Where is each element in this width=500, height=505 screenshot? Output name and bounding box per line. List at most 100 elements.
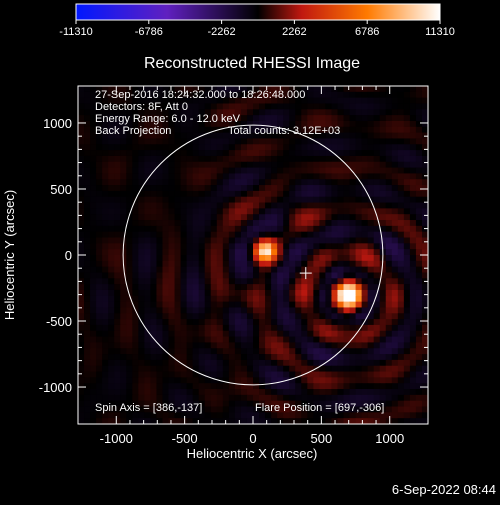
heatmap-cell xyxy=(325,126,333,134)
heatmap-cell xyxy=(253,336,260,344)
heatmap-cell xyxy=(343,196,351,204)
heatmap-cell xyxy=(240,86,248,93)
heatmap-cell xyxy=(289,400,296,408)
heatmap-cell xyxy=(367,126,375,134)
heatmap-cell xyxy=(96,243,103,250)
heatmap-cell xyxy=(156,284,164,291)
heatmap-cell xyxy=(84,150,91,157)
heatmap-cell xyxy=(240,260,248,268)
heatmap-cell xyxy=(180,208,188,215)
heatmap-cell xyxy=(283,342,290,349)
heatmap-cell xyxy=(319,359,327,367)
heatmap-cell xyxy=(240,249,248,256)
heatmap-cell xyxy=(325,161,333,169)
heatmap-cell xyxy=(150,185,158,192)
heatmap-cell xyxy=(84,126,91,134)
heatmap-cell xyxy=(132,342,139,349)
heatmap-cell xyxy=(114,225,121,233)
heatmap-cell xyxy=(349,190,357,198)
heatmap-cell xyxy=(108,272,115,279)
heatmap-cell xyxy=(168,179,176,186)
heatmap-cell xyxy=(325,313,333,320)
heatmap-cell xyxy=(367,231,375,239)
heatmap-cell xyxy=(271,389,278,396)
heatmap-cell xyxy=(349,365,357,373)
heatmap-cell xyxy=(222,208,230,215)
heatmap-cell xyxy=(289,394,296,402)
heatmap-cell xyxy=(96,354,103,361)
heatmap-cell xyxy=(156,365,164,373)
heatmap-cell xyxy=(78,389,85,396)
heatmap-cell xyxy=(186,173,194,180)
heatmap-cell xyxy=(216,202,224,209)
heatmap-cell xyxy=(222,132,230,140)
heatmap-cell xyxy=(343,126,351,134)
heatmap-cell xyxy=(228,284,236,291)
heatmap-cell xyxy=(150,132,158,140)
heatmap-cell xyxy=(90,190,97,198)
heatmap-cell xyxy=(114,289,121,297)
heatmap-cell xyxy=(403,295,411,303)
heatmap-cell xyxy=(150,173,158,180)
heatmap-cell xyxy=(283,155,290,163)
heatmap-cell xyxy=(367,371,375,378)
heatmap-cell xyxy=(349,255,357,262)
heatmap-cell xyxy=(84,132,91,140)
heatmap-cell xyxy=(253,418,260,424)
heatmap-cell xyxy=(391,260,399,268)
heatmap-cell xyxy=(126,208,133,215)
heatmap-cell xyxy=(186,237,194,244)
heatmap-cell xyxy=(421,371,428,378)
heatmap-cell xyxy=(289,272,296,279)
heatmap-cell xyxy=(84,202,91,209)
heatmap-cell xyxy=(180,86,188,93)
heatmap-cell xyxy=(180,377,188,384)
heatmap-cell xyxy=(403,190,411,198)
heatmap-cell xyxy=(313,389,320,396)
heatmap-cell xyxy=(265,173,272,180)
heatmap-cell xyxy=(168,144,176,151)
heatmap-cell xyxy=(271,319,278,326)
heatmap-cell xyxy=(222,249,230,256)
heatmap-cell xyxy=(289,103,296,110)
heatmap-cell xyxy=(120,167,127,175)
heatmap-cell xyxy=(246,225,254,233)
heatmap-cell xyxy=(277,214,284,221)
heatmap-cell xyxy=(192,330,200,338)
heatmap-cell xyxy=(403,336,411,344)
heatmap-cell xyxy=(319,173,327,180)
heatmap-cell xyxy=(301,324,308,332)
heatmap-cell xyxy=(108,167,115,175)
heatmap-cell xyxy=(301,354,308,361)
heatmap-cell xyxy=(289,377,296,384)
heatmap-cell xyxy=(108,301,115,309)
heatmap-cell xyxy=(168,237,176,244)
heatmap-cell xyxy=(156,208,164,215)
heatmap-cell xyxy=(240,289,248,297)
heatmap-cell xyxy=(162,354,170,361)
heatmap-cell xyxy=(349,97,357,105)
heatmap-cell xyxy=(138,336,145,344)
heatmap-cell xyxy=(403,371,411,378)
heatmap-cell xyxy=(234,173,242,180)
heatmap-cell xyxy=(355,330,363,338)
heatmap-cell xyxy=(307,289,314,297)
heatmap-cell xyxy=(132,161,139,169)
heatmap-cell xyxy=(114,167,121,175)
heatmap-cell xyxy=(222,354,230,361)
heatmap-cell xyxy=(78,208,85,215)
heatmap-cell xyxy=(246,86,254,93)
heatmap-cell xyxy=(78,167,85,175)
heatmap-cell xyxy=(96,412,103,419)
heatmap-cell xyxy=(283,220,290,227)
heatmap-cell xyxy=(367,161,375,169)
heatmap-cell xyxy=(132,255,139,262)
heatmap-cell xyxy=(367,214,375,221)
heatmap-cell xyxy=(168,208,176,215)
heatmap-cell xyxy=(156,220,164,227)
heatmap-cell xyxy=(192,278,200,285)
heatmap-cell xyxy=(174,377,182,384)
heatmap-cell xyxy=(138,109,145,116)
heatmap-cell xyxy=(198,307,206,314)
heatmap-cell xyxy=(162,185,170,192)
